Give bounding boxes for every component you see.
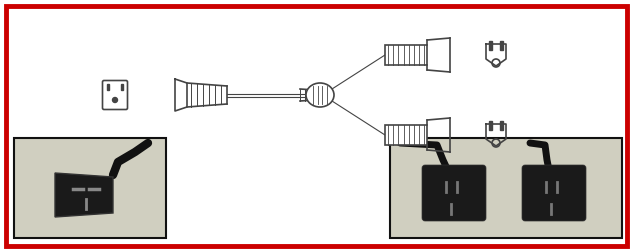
Bar xyxy=(390,138,622,238)
Ellipse shape xyxy=(306,83,334,107)
Bar xyxy=(107,84,109,90)
Bar xyxy=(122,84,123,90)
Bar xyxy=(489,41,492,50)
Circle shape xyxy=(113,98,118,103)
FancyBboxPatch shape xyxy=(103,80,127,110)
Bar xyxy=(500,41,503,50)
Bar xyxy=(489,121,492,130)
Bar xyxy=(500,121,503,130)
FancyBboxPatch shape xyxy=(385,125,427,145)
Polygon shape xyxy=(55,173,113,217)
FancyBboxPatch shape xyxy=(422,165,486,221)
FancyBboxPatch shape xyxy=(385,45,427,65)
FancyBboxPatch shape xyxy=(522,165,586,221)
Bar xyxy=(14,138,166,238)
